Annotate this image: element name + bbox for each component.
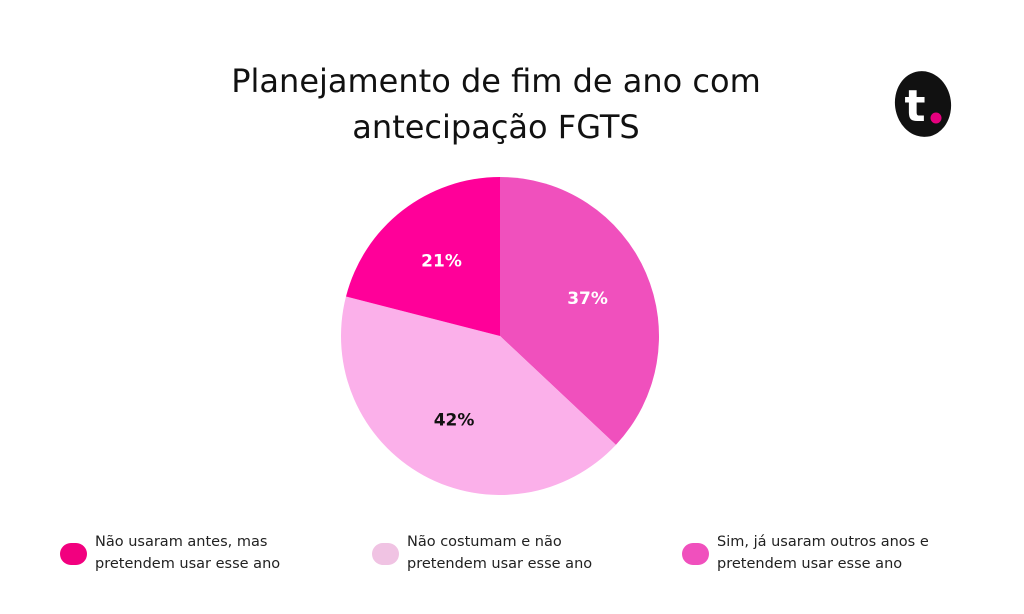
legend-swatch: [682, 543, 709, 565]
pie-slice-2: [345, 177, 500, 336]
legend-item-sim-ja-usaram: Sim, já usaram outros anos e pretendem u…: [682, 531, 929, 575]
legend-item-nao-usaram: Não usaram antes, mas pretendem usar ess…: [60, 531, 280, 575]
legend: Não usaram antes, mas pretendem usar ess…: [0, 531, 1024, 591]
legend-item-nao-costumam: Não costumam e não pretendem usar esse a…: [372, 531, 592, 575]
logo-letter: t: [904, 81, 925, 132]
legend-label: Sim, já usaram outros anos e pretendem u…: [717, 534, 929, 572]
pie-slice-label-1: 42%: [434, 411, 475, 431]
pie-chart: 37% 42% 21%: [341, 177, 659, 495]
chart-title: Planejamento de fim de ano com antecipaç…: [231, 62, 761, 146]
logo-dot: [930, 112, 942, 124]
pie-slice-label-2: 21%: [421, 252, 462, 272]
pie-slice-1: [341, 296, 616, 495]
legend-label: Não costumam e não pretendem usar esse a…: [407, 534, 593, 572]
legend-label: Não usaram antes, mas pretendem usar ess…: [95, 534, 281, 572]
pie-slice-label-0: 37%: [567, 289, 608, 309]
legend-swatch: [60, 543, 87, 565]
legend-swatch: [372, 543, 399, 565]
pie-slice-0: [500, 177, 659, 445]
brand-logo-icon: t: [894, 71, 952, 137]
